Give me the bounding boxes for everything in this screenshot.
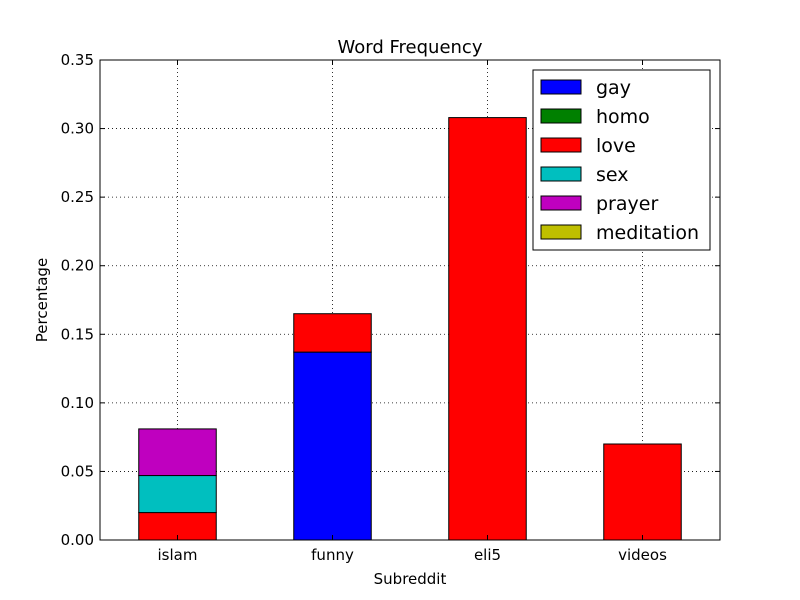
legend-swatch-meditation <box>540 224 582 240</box>
x-tick-label-islam: islam <box>158 546 198 564</box>
bar-funny-love <box>293 313 372 353</box>
legend-label-prayer: prayer <box>596 193 658 215</box>
legend-swatch-love <box>540 137 582 153</box>
x-tick-label-funny: funny <box>311 546 354 564</box>
y-tick-label: 0.10 <box>61 394 94 412</box>
legend-swatch-prayer <box>540 195 582 211</box>
x-tick-label-videos: videos <box>618 546 667 564</box>
y-tick-label: 0.35 <box>61 51 94 69</box>
bars <box>138 117 682 541</box>
bar-videos-love <box>603 443 682 541</box>
bar-funny-gay <box>293 351 372 541</box>
y-axis-label: Percentage <box>33 258 51 342</box>
chart-title: Word Frequency <box>338 37 483 58</box>
legend-label-love: love <box>596 135 636 157</box>
legend: gay homo love sex prayer meditation <box>532 69 711 251</box>
x-axis-label: Subreddit <box>374 570 447 588</box>
y-tick-label: 0.30 <box>61 120 94 138</box>
bar-eli5-love <box>448 117 527 541</box>
legend-box <box>532 69 711 251</box>
legend-label-sex: sex <box>596 164 629 186</box>
legend-swatch-sex <box>540 166 582 182</box>
plot-frame <box>99 59 721 541</box>
bar-islam-prayer <box>138 428 217 477</box>
legend-label-homo: homo <box>596 106 650 128</box>
legend-swatch-gay <box>540 79 582 95</box>
bar-islam-sex <box>138 475 217 514</box>
y-tick-label: 0.05 <box>61 462 94 480</box>
legend-label-meditation: meditation <box>596 222 699 244</box>
y-tick-label: 0.20 <box>61 257 94 275</box>
axis-ticks: 0.00 0.05 0.10 0.15 0.20 0.25 0.30 0.35 islam fun… <box>61 51 720 564</box>
y-tick-label: 0.00 <box>61 531 94 549</box>
legend-swatch-homo <box>540 108 582 124</box>
y-tick-label: 0.15 <box>61 325 94 343</box>
y-tick-label: 0.25 <box>61 188 94 206</box>
x-tick-label-eli5: eli5 <box>474 546 501 564</box>
legend-label-gay: gay <box>596 77 631 99</box>
